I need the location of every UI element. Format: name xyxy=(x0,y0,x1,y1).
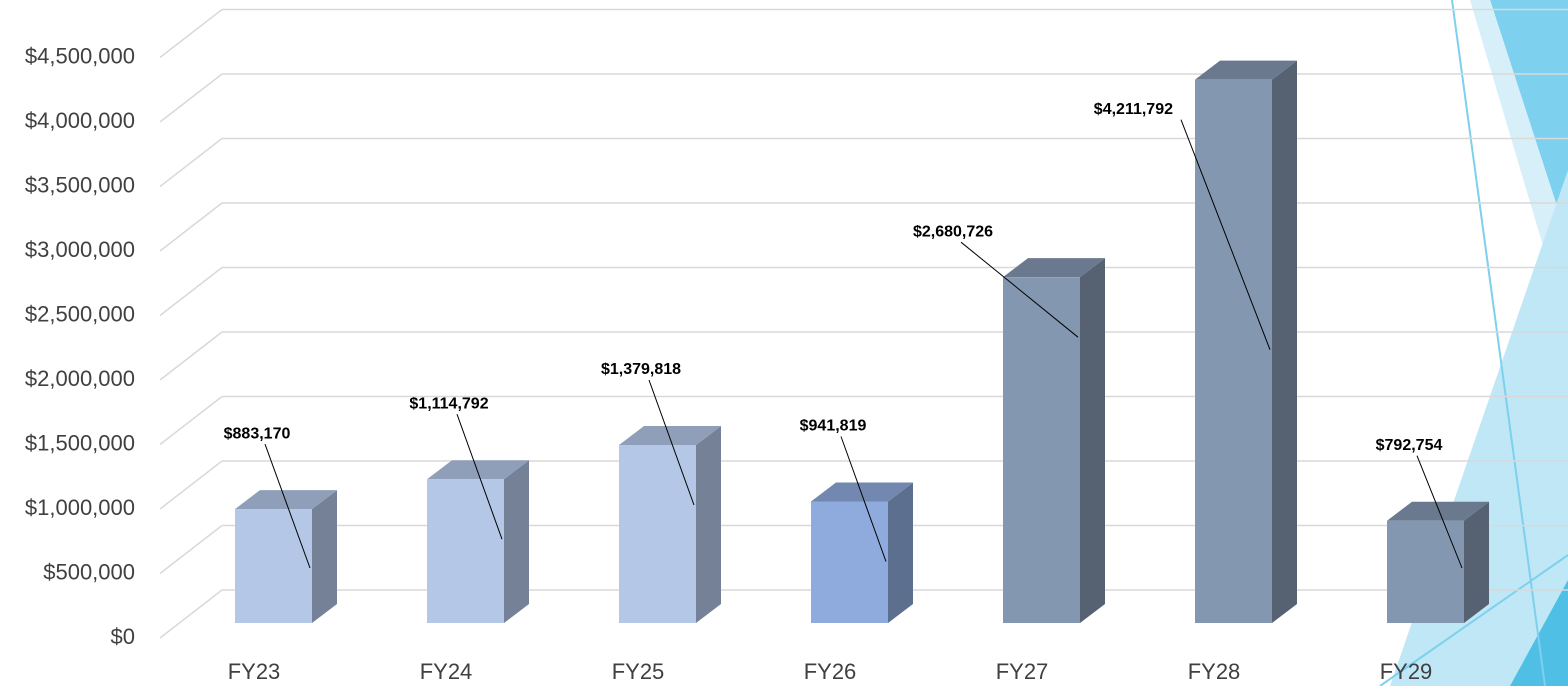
bar xyxy=(811,501,888,623)
bar-side xyxy=(696,426,721,623)
y-tick-label: $4,500,000 xyxy=(25,43,135,68)
bar-side xyxy=(888,482,913,623)
y-tick-label: $2,500,000 xyxy=(25,301,135,326)
grid-line-floor xyxy=(159,202,223,252)
value-label: $941,819 xyxy=(800,418,867,435)
x-tick-label: FY25 xyxy=(612,659,665,684)
grid-line-floor xyxy=(159,266,223,317)
value-label: $1,379,818 xyxy=(601,361,681,378)
leader-line xyxy=(1180,119,1271,350)
leader-line xyxy=(456,414,503,540)
bar-side xyxy=(504,460,529,623)
grid-line-floor xyxy=(159,460,223,510)
bar-top xyxy=(1195,60,1297,80)
bar-top xyxy=(1003,258,1105,278)
leader-line xyxy=(960,241,1079,338)
bar-side xyxy=(1272,60,1297,623)
grid-line-floor xyxy=(159,589,223,639)
y-tick-label: $1,000,000 xyxy=(25,495,135,520)
x-tick-label: FY26 xyxy=(804,659,857,684)
x-tick-label: FY23 xyxy=(228,659,281,684)
grid-line-floor xyxy=(159,137,223,188)
y-tick-label: $4,000,000 xyxy=(25,108,135,133)
value-label: $883,170 xyxy=(224,425,291,442)
value-label: $4,211,792 xyxy=(1094,101,1173,118)
deco-line xyxy=(1379,554,1568,686)
y-tick-label: $3,000,000 xyxy=(25,237,135,262)
grid-line-floor xyxy=(159,331,223,381)
bar xyxy=(1387,520,1464,623)
grid-line-floor xyxy=(159,73,223,123)
bar-side xyxy=(312,490,337,623)
x-tick-label: FY29 xyxy=(1380,659,1433,684)
bar-top xyxy=(1387,501,1489,521)
bar-top xyxy=(811,482,913,502)
x-tick-label: FY24 xyxy=(420,659,473,684)
leader-line xyxy=(1416,455,1463,569)
y-tick-label: $500,000 xyxy=(43,559,135,584)
grid-line-floor xyxy=(159,8,223,59)
x-tick-label: FY27 xyxy=(996,659,1049,684)
bar xyxy=(1003,277,1080,623)
bar xyxy=(427,479,504,623)
bar xyxy=(235,509,312,623)
leader-line xyxy=(840,436,887,562)
deco-triangle xyxy=(1510,580,1568,686)
deco-line xyxy=(1451,0,1546,686)
bar-top xyxy=(235,490,337,510)
bar xyxy=(1195,79,1272,623)
leader-line xyxy=(648,379,695,506)
value-label: $792,754 xyxy=(1376,437,1443,454)
grid-line-floor xyxy=(159,395,223,446)
leader-line xyxy=(264,443,311,569)
y-tick-label: $3,500,000 xyxy=(25,172,135,197)
value-label: $2,680,726 xyxy=(913,223,993,240)
x-tick-label: FY28 xyxy=(1188,659,1241,684)
bar-side xyxy=(1080,258,1105,623)
value-label: $1,114,792 xyxy=(409,395,488,412)
bar xyxy=(619,445,696,623)
y-tick-label: $2,000,000 xyxy=(25,366,135,391)
bar-side xyxy=(1464,501,1489,623)
grid-line-floor xyxy=(159,524,223,575)
bar-top xyxy=(619,426,721,446)
y-tick-label: $1,500,000 xyxy=(25,430,135,455)
bar-top xyxy=(427,460,529,480)
y-tick-label: $0 xyxy=(111,624,135,649)
